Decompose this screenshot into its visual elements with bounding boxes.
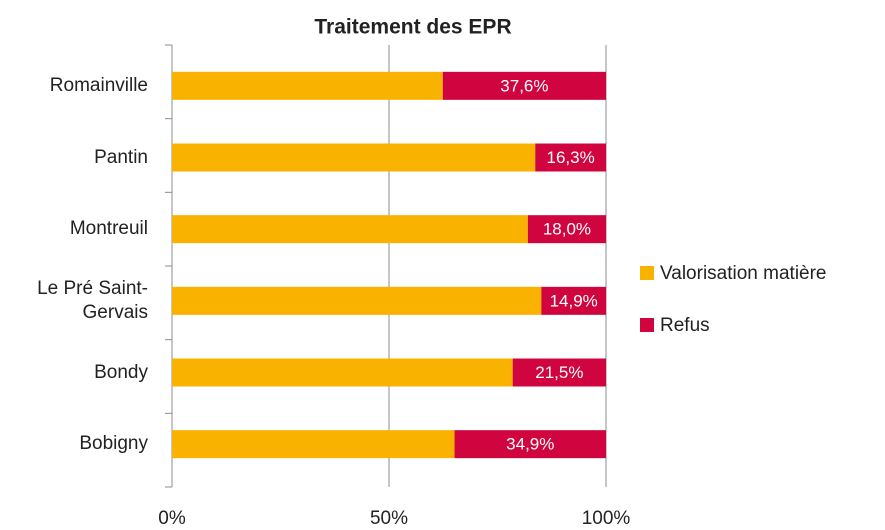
- value-label: 34,9%: [506, 435, 554, 454]
- x-tick-label: 50%: [370, 508, 408, 529]
- y-tick-label: Bondy: [94, 361, 148, 383]
- bar-segment: [172, 143, 536, 172]
- bar-segment: [172, 215, 528, 244]
- x-tick-label: 0%: [158, 508, 186, 529]
- bar-segment: [172, 358, 513, 387]
- legend-label: Refus: [660, 315, 710, 336]
- value-label: 16,3%: [547, 148, 595, 167]
- y-tick-label: Bobigny: [79, 433, 148, 455]
- bar-segment: [512, 358, 606, 387]
- value-label: 18,0%: [543, 220, 591, 239]
- bar-segment: [172, 71, 443, 100]
- bar-segment: [541, 286, 606, 315]
- chart-title: Traitement des EPR: [314, 16, 511, 39]
- bar-segment: [172, 430, 455, 459]
- bar-segment: [527, 215, 606, 244]
- value-label: 21,5%: [535, 363, 583, 382]
- bar-segment: [454, 430, 606, 459]
- bar-segment: [172, 286, 542, 315]
- y-tick-label: Pantin: [94, 146, 148, 168]
- y-tick-label: Romainville: [49, 74, 148, 96]
- x-tick-label: 100%: [582, 508, 631, 529]
- legend-swatch: [640, 318, 654, 332]
- value-label: 37,6%: [500, 76, 548, 95]
- legend-label: Valorisation matière: [660, 263, 827, 284]
- bar-segment: [535, 143, 606, 172]
- y-tick-label: Montreuil: [69, 218, 148, 240]
- bar-segment: [442, 71, 606, 100]
- value-label: 14,9%: [550, 291, 598, 310]
- legend-swatch: [640, 266, 654, 280]
- y-tick-label: Le Pré Saint-Gervais: [37, 277, 148, 323]
